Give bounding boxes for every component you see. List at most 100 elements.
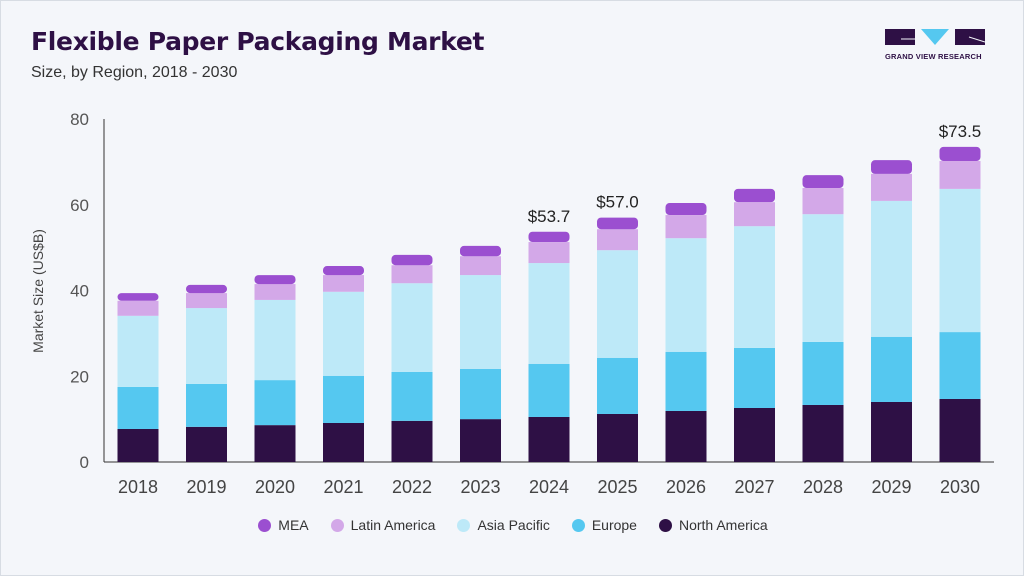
- bar-segment-latin-america: [391, 265, 433, 284]
- bar-segment-latin-america: [460, 256, 501, 276]
- bar-segment-europe: [528, 363, 570, 417]
- legend-label: North America: [678, 517, 768, 533]
- bar-segment-north-america: [117, 428, 159, 462]
- bar-segment-asia-pacific: [254, 299, 296, 381]
- bar-segment-latin-america: [597, 229, 638, 251]
- bar-segment-asia-pacific: [460, 275, 501, 369]
- x-tick-label: 2023: [460, 477, 500, 497]
- y-tick-label: 60: [70, 196, 89, 215]
- bar-segment-north-america: [939, 398, 981, 462]
- x-tick-label: 2022: [392, 477, 432, 497]
- x-tick-label: 2025: [597, 477, 637, 497]
- x-tick-label: 2027: [734, 477, 774, 497]
- legend-item[interactable]: Europe: [571, 517, 637, 533]
- bar-segment-europe: [597, 357, 638, 414]
- bar-segment-north-america: [186, 426, 227, 462]
- y-tick-label: 80: [70, 110, 89, 129]
- bar-segment-mea: [254, 275, 296, 285]
- legend-swatch: [330, 518, 344, 532]
- y-axis-label: Market Size (US$B): [30, 229, 46, 353]
- legend-swatch: [457, 518, 471, 532]
- bar-segment-europe: [871, 336, 912, 402]
- bar-segment-latin-america: [528, 242, 570, 264]
- legend-item[interactable]: MEA: [258, 517, 309, 533]
- bar-segment-latin-america: [939, 161, 981, 189]
- bar-segment-mea: [665, 203, 707, 216]
- bar-segment-europe: [323, 375, 364, 423]
- bar-segment-latin-america: [254, 284, 296, 300]
- legend-swatch: [571, 518, 585, 532]
- bar-segment-europe: [117, 386, 159, 429]
- data-label: $57.0: [596, 193, 639, 212]
- x-tick-label: 2026: [666, 477, 706, 497]
- bar-segment-mea: [802, 175, 844, 189]
- bar-segment-latin-america: [186, 293, 227, 309]
- legend-label: MEA: [278, 517, 309, 533]
- bar-segment-asia-pacific: [871, 200, 912, 337]
- bar-segment-europe: [734, 347, 775, 408]
- legend-label: Asia Pacific: [477, 517, 550, 533]
- bar-segment-latin-america: [665, 215, 707, 239]
- data-label: $73.5: [939, 122, 982, 141]
- y-tick-label: 0: [80, 453, 89, 472]
- bar-segment-asia-pacific: [734, 226, 775, 348]
- chart-title: Flexible Paper Packaging Market: [31, 27, 485, 56]
- bar-segment-asia-pacific: [665, 238, 707, 352]
- bar-segment-north-america: [391, 420, 433, 462]
- bar-segment-north-america: [460, 419, 501, 462]
- bar-segment-latin-america: [734, 202, 775, 227]
- legend-label: Latin America: [350, 517, 436, 533]
- bar-segment-mea: [186, 284, 227, 294]
- bar-segment-latin-america: [323, 275, 364, 292]
- x-tick-label: 2019: [186, 477, 226, 497]
- bar-segment-mea: [528, 231, 570, 243]
- bar-segment-europe: [186, 383, 227, 427]
- bar-segment-mea: [117, 293, 159, 301]
- bar-segment-asia-pacific: [802, 214, 844, 342]
- data-label: $53.7: [528, 207, 571, 226]
- bar-segment-mea: [460, 245, 501, 257]
- legend-swatch: [258, 518, 272, 532]
- x-tick-label: 2029: [871, 477, 911, 497]
- bar-segment-asia-pacific: [391, 283, 433, 372]
- bar-segment-mea: [871, 160, 912, 174]
- bar-segment-mea: [323, 266, 364, 276]
- bar-segment-mea: [391, 254, 433, 266]
- bar-segment-latin-america: [871, 173, 912, 201]
- bar-segment-latin-america: [802, 188, 844, 215]
- bar-segment-north-america: [597, 413, 638, 462]
- x-tick-label: 2030: [940, 477, 980, 497]
- bar-segment-asia-pacific: [323, 291, 364, 376]
- logo-icon: [885, 29, 986, 45]
- bar-segment-europe: [939, 332, 981, 399]
- bar-segment-north-america: [665, 410, 707, 462]
- bar-segment-asia-pacific: [117, 315, 159, 387]
- logo-text: GRAND VIEW RESEARCH: [885, 52, 982, 61]
- x-tick-label: 2018: [118, 477, 158, 497]
- legend-label: Europe: [591, 517, 637, 533]
- x-tick-label: 2024: [529, 477, 569, 497]
- bar-segment-asia-pacific: [597, 250, 638, 358]
- bar-segment-asia-pacific: [939, 188, 981, 333]
- y-tick-label: 40: [70, 282, 89, 301]
- legend: MEA Latin America Asia Pacific Europe North …: [1, 517, 1023, 533]
- x-tick-label: 2028: [803, 477, 843, 497]
- legend-swatch: [658, 518, 672, 532]
- legend-item[interactable]: Asia Pacific: [457, 517, 550, 533]
- bar-segment-europe: [391, 371, 433, 421]
- bar-segment-north-america: [254, 425, 296, 462]
- bar-segment-north-america: [871, 401, 912, 462]
- legend-item[interactable]: Latin America: [330, 517, 436, 533]
- bar-segment-north-america: [323, 422, 364, 462]
- bar-segment-latin-america: [117, 300, 159, 316]
- bar-segment-europe: [665, 351, 707, 411]
- bar-segment-asia-pacific: [186, 308, 227, 384]
- grand-view-research-logo: GRAND VIEW RESEARCH: [885, 29, 986, 61]
- bar-segment-asia-pacific: [528, 263, 570, 364]
- bar-segment-mea: [734, 188, 775, 203]
- legend-item[interactable]: North America: [658, 517, 768, 533]
- bar-segment-europe: [460, 368, 501, 420]
- bar-segment-mea: [597, 217, 638, 230]
